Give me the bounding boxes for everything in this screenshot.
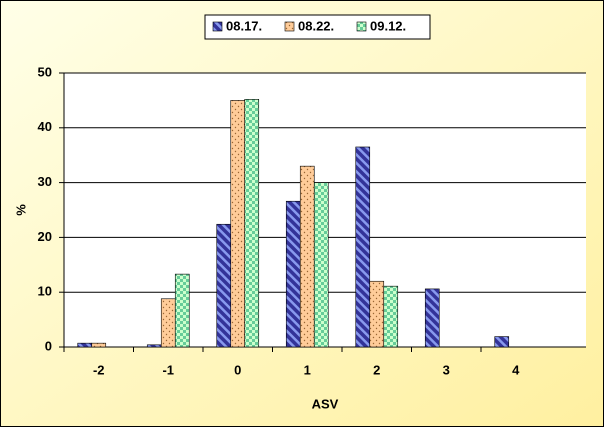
x-tick-label: 3 bbox=[443, 362, 450, 377]
bar bbox=[77, 342, 93, 348]
bar bbox=[383, 285, 399, 348]
x-tick-label: -2 bbox=[93, 362, 105, 377]
legend-swatch bbox=[212, 21, 223, 32]
bar bbox=[216, 223, 232, 348]
x-axis-label: ASV bbox=[312, 396, 339, 411]
x-tick-label: 0 bbox=[234, 362, 241, 377]
bar bbox=[244, 99, 260, 348]
bar bbox=[369, 280, 385, 348]
x-tick-label: 1 bbox=[304, 362, 311, 377]
x-tick-label: 4 bbox=[512, 362, 520, 377]
y-axis-label: % bbox=[13, 204, 28, 216]
bar bbox=[160, 298, 176, 348]
y-tick-label: 40 bbox=[38, 119, 52, 134]
y-tick-label: 50 bbox=[38, 64, 52, 79]
bar bbox=[424, 288, 440, 348]
bar bbox=[285, 200, 301, 348]
y-tick-label: 10 bbox=[38, 284, 52, 299]
bar bbox=[494, 336, 510, 348]
legend-label: 09.12. bbox=[370, 18, 406, 33]
bar bbox=[91, 342, 107, 348]
bar bbox=[299, 165, 315, 348]
x-tick-label: 2 bbox=[373, 362, 380, 377]
y-tick-label: 0 bbox=[45, 338, 52, 353]
y-tick-label: 20 bbox=[38, 229, 52, 244]
x-tick-label: -1 bbox=[162, 362, 174, 377]
legend-label: 08.17. bbox=[226, 18, 262, 33]
bar bbox=[313, 182, 329, 348]
bar bbox=[146, 344, 162, 348]
legend-box bbox=[204, 14, 431, 40]
bar bbox=[355, 146, 371, 348]
legend: 08.17. 08.22. 09.12. bbox=[204, 14, 431, 40]
bar bbox=[230, 100, 246, 348]
legend-label: 08.22. bbox=[298, 18, 334, 33]
bar bbox=[174, 273, 190, 348]
legend-swatch bbox=[356, 21, 367, 32]
y-tick-label: 30 bbox=[38, 174, 52, 189]
legend-swatch bbox=[284, 21, 295, 32]
